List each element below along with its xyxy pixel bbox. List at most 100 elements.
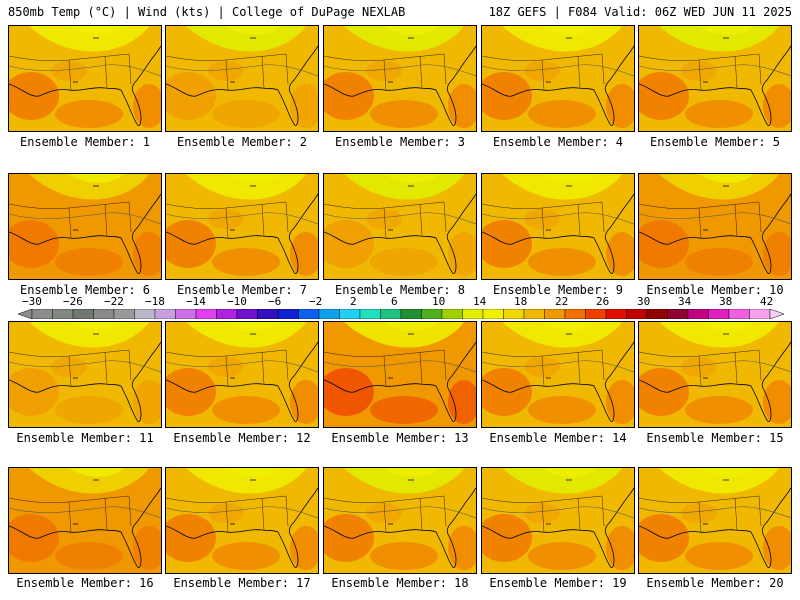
ensemble-member-label: Ensemble Member: 11 <box>16 431 154 445</box>
ensemble-map-panel <box>323 25 477 132</box>
colorbar-segment <box>564 309 586 319</box>
ensemble-map-panel <box>8 173 162 280</box>
ensemble-map-panel <box>481 467 635 574</box>
colorbar-tick-label: −10 <box>227 295 247 308</box>
ensemble-member-label: Ensemble Member: 6 <box>19 283 151 297</box>
colorbar-segment <box>359 309 381 319</box>
colorbar-segment <box>113 309 135 319</box>
ensemble-member-label: Ensemble Member: 20 <box>646 576 784 590</box>
colorbar-tick-label: 42 <box>760 295 774 308</box>
ensemble-member-label: Ensemble Member: 8 <box>334 283 466 297</box>
colorbar-tick-label: −30 <box>22 295 42 308</box>
colorbar-segment <box>31 309 53 319</box>
colorbar-tick-label: 30 <box>637 295 651 308</box>
colorbar-tick-label: 2 <box>350 295 357 308</box>
ensemble-map-panel <box>165 25 319 132</box>
colorbar-segment <box>687 309 709 319</box>
ensemble-map-panel <box>638 25 792 132</box>
temperature-colorbar <box>18 309 784 319</box>
colorbar-segment <box>544 309 566 319</box>
colorbar-segment <box>646 309 668 319</box>
colorbar-segment <box>667 309 689 319</box>
colorbar-segment <box>605 309 627 319</box>
ensemble-member-label: Ensemble Member: 14 <box>489 431 627 445</box>
colorbar-segment <box>626 309 648 319</box>
colorbar-segment <box>400 309 422 319</box>
colorbar-segment <box>175 309 197 319</box>
colorbar-tick-label: −22 <box>104 295 124 308</box>
ensemble-member-label: Ensemble Member: 4 <box>492 135 624 149</box>
ensemble-map-panel <box>323 467 477 574</box>
ensemble-map-panel <box>638 467 792 574</box>
colorbar-segment <box>298 309 320 319</box>
header-title-right: 18Z GEFS | F084 Valid: 06Z WED JUN 11 20… <box>488 5 792 19</box>
ensemble-member-label: Ensemble Member: 5 <box>649 135 781 149</box>
colorbar-segment <box>318 309 340 319</box>
colorbar-segment <box>708 309 730 319</box>
colorbar-segment <box>72 309 94 319</box>
colorbar-right-arrow <box>769 309 784 319</box>
ensemble-member-label: Ensemble Member: 1 <box>19 135 151 149</box>
ensemble-map-panel <box>8 467 162 574</box>
colorbar-tick-label: 34 <box>678 295 692 308</box>
colorbar-segment <box>585 309 607 319</box>
colorbar-tick-label: 38 <box>719 295 733 308</box>
ensemble-map-panel <box>323 321 477 428</box>
colorbar-tick-label: 26 <box>596 295 610 308</box>
ensemble-map-panel <box>165 321 319 428</box>
ensemble-map-panel <box>165 173 319 280</box>
ensemble-member-label: Ensemble Member: 12 <box>173 431 311 445</box>
colorbar-segment <box>277 309 299 319</box>
colorbar-tick-label: 14 <box>473 295 487 308</box>
colorbar-tick-label: 6 <box>391 295 398 308</box>
ensemble-member-label: Ensemble Member: 18 <box>331 576 469 590</box>
colorbar-segment <box>216 309 238 319</box>
header-title-left: 850mb Temp (°C) | Wind (kts) | College o… <box>8 5 406 19</box>
ensemble-map-panel <box>481 25 635 132</box>
ensemble-member-label: Ensemble Member: 2 <box>176 135 308 149</box>
colorbar-segment <box>236 309 258 319</box>
ensemble-map-panel <box>8 25 162 132</box>
ensemble-map-panel <box>8 321 162 428</box>
colorbar-tick-label: 10 <box>432 295 446 308</box>
ensemble-map-panel <box>638 173 792 280</box>
ensemble-member-label: Ensemble Member: 13 <box>331 431 469 445</box>
colorbar-left-arrow <box>18 309 33 319</box>
colorbar-segment <box>195 309 217 319</box>
colorbar-segment <box>462 309 484 319</box>
colorbar-tick-label: 18 <box>514 295 528 308</box>
colorbar-segment <box>154 309 176 319</box>
colorbar-segment <box>482 309 504 319</box>
colorbar-segment <box>421 309 443 319</box>
ensemble-member-label: Ensemble Member: 16 <box>16 576 154 590</box>
colorbar-segment <box>134 309 156 319</box>
ensemble-map-panel <box>481 173 635 280</box>
colorbar-tick-label: 22 <box>555 295 569 308</box>
colorbar-segment <box>523 309 545 319</box>
colorbar-segment <box>503 309 525 319</box>
colorbar-tick-label: −26 <box>63 295 83 308</box>
ensemble-member-label: Ensemble Member: 19 <box>489 576 627 590</box>
colorbar-tick-label: −18 <box>145 295 165 308</box>
colorbar-segment <box>728 309 750 319</box>
colorbar-tick-label: −14 <box>186 295 206 308</box>
ensemble-member-label: Ensemble Member: 15 <box>646 431 784 445</box>
ensemble-map-panel <box>638 321 792 428</box>
colorbar-segment <box>257 309 279 319</box>
ensemble-member-label: Ensemble Member: 9 <box>492 283 624 297</box>
ensemble-map-panel <box>481 321 635 428</box>
ensemble-map-panel <box>165 467 319 574</box>
colorbar-tick-label: −2 <box>309 295 323 308</box>
colorbar-segment <box>380 309 402 319</box>
colorbar-tick-label: −6 <box>268 295 282 308</box>
colorbar-segment <box>749 309 771 319</box>
ensemble-member-label: Ensemble Member: 7 <box>176 283 308 297</box>
colorbar-segment <box>52 309 74 319</box>
ensemble-member-label: Ensemble Member: 10 <box>646 283 784 297</box>
ensemble-member-label: Ensemble Member: 3 <box>334 135 466 149</box>
ensemble-map-panel <box>323 173 477 280</box>
colorbar-segment <box>339 309 361 319</box>
colorbar-segment <box>93 309 115 319</box>
ensemble-member-label: Ensemble Member: 17 <box>173 576 311 590</box>
colorbar-segment <box>441 309 463 319</box>
